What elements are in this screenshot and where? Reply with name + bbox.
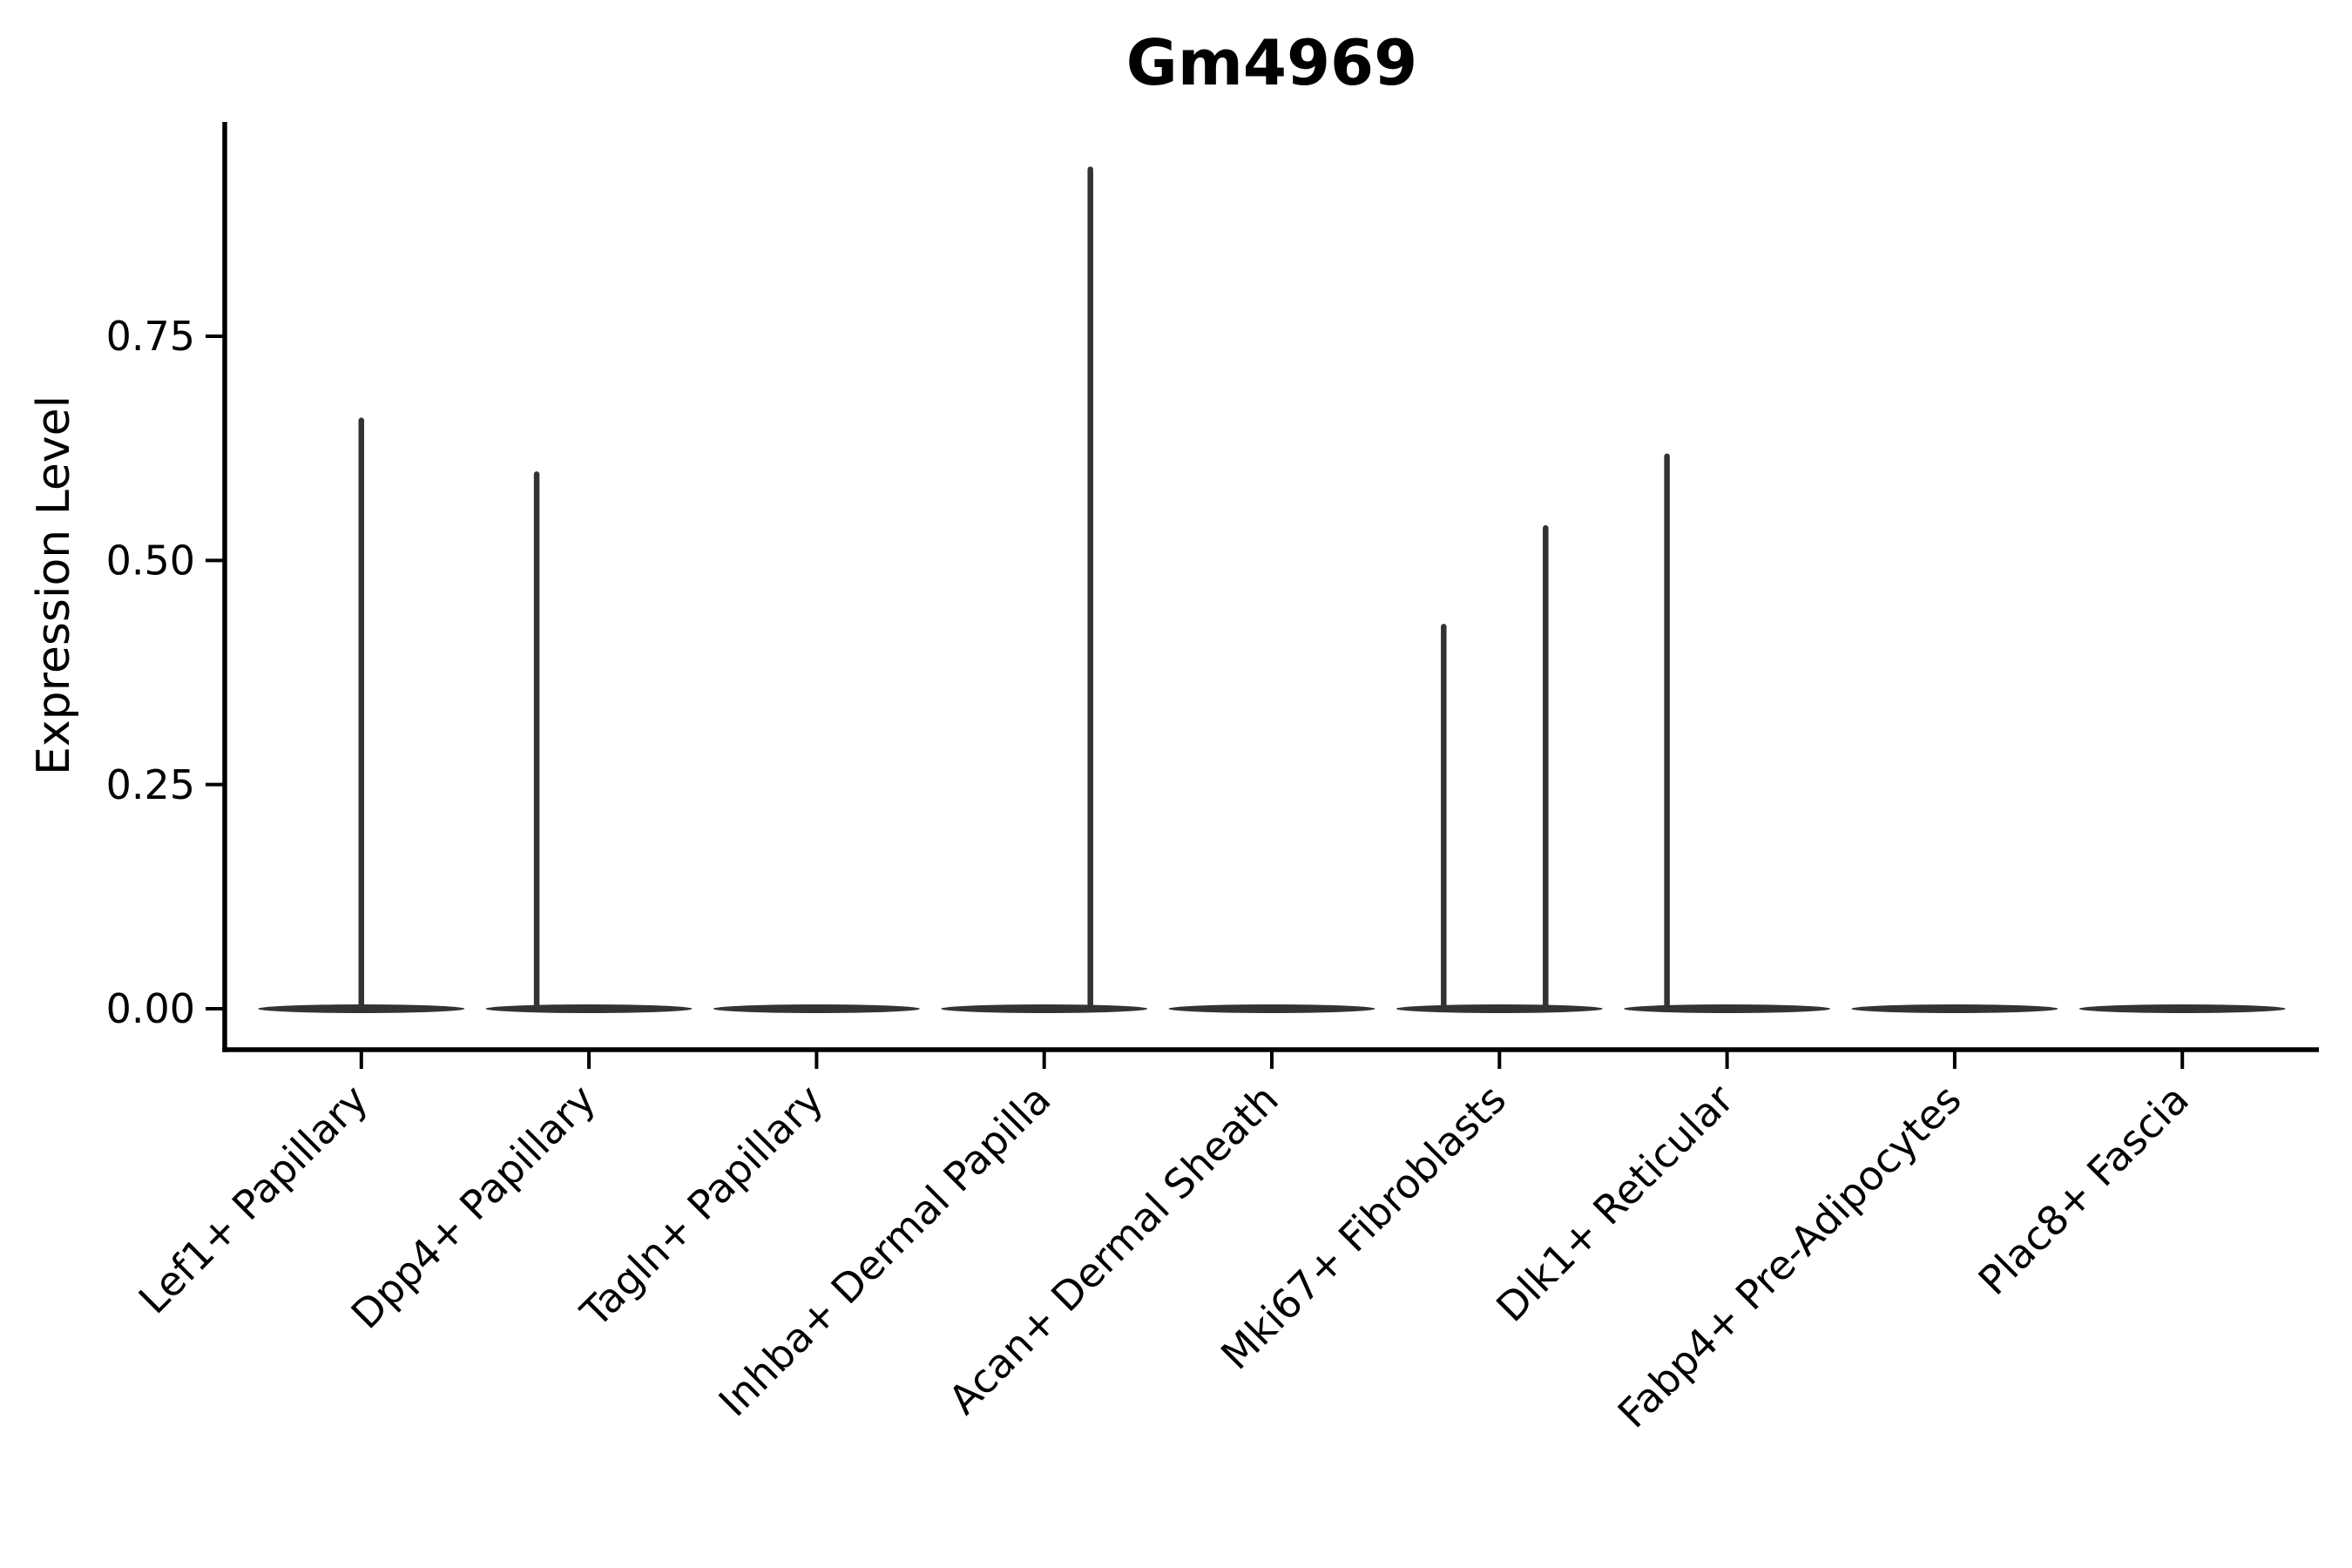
plot-title: Gm4969 bbox=[1125, 26, 1418, 99]
x-tick-label: Dlk1+ Reticular bbox=[1487, 1076, 1742, 1331]
violin-baseline bbox=[1624, 1004, 1831, 1013]
y-tick-label: 0.75 bbox=[106, 313, 195, 360]
violin-baseline bbox=[1168, 1004, 1375, 1013]
violin-baseline bbox=[1396, 1004, 1603, 1013]
violin-baseline bbox=[485, 1004, 693, 1013]
y-tick-label: 0.25 bbox=[106, 761, 195, 808]
x-tick-label: Tagln+ Papillary bbox=[571, 1076, 833, 1337]
y-tick-label: 0.00 bbox=[106, 985, 195, 1032]
violin-baseline bbox=[2078, 1004, 2286, 1013]
violin-baseline bbox=[941, 1004, 1148, 1013]
violin-baseline bbox=[713, 1004, 920, 1013]
violin-baseline bbox=[258, 1004, 465, 1013]
x-tick-label: Plac8+ Fascia bbox=[1970, 1076, 2198, 1304]
violin-baseline bbox=[1851, 1004, 2058, 1013]
x-tick-label: Lef1+ Papillary bbox=[130, 1076, 377, 1323]
y-tick-label: 0.50 bbox=[106, 537, 195, 584]
x-tick-label: Dpp4+ Papillary bbox=[342, 1076, 605, 1338]
